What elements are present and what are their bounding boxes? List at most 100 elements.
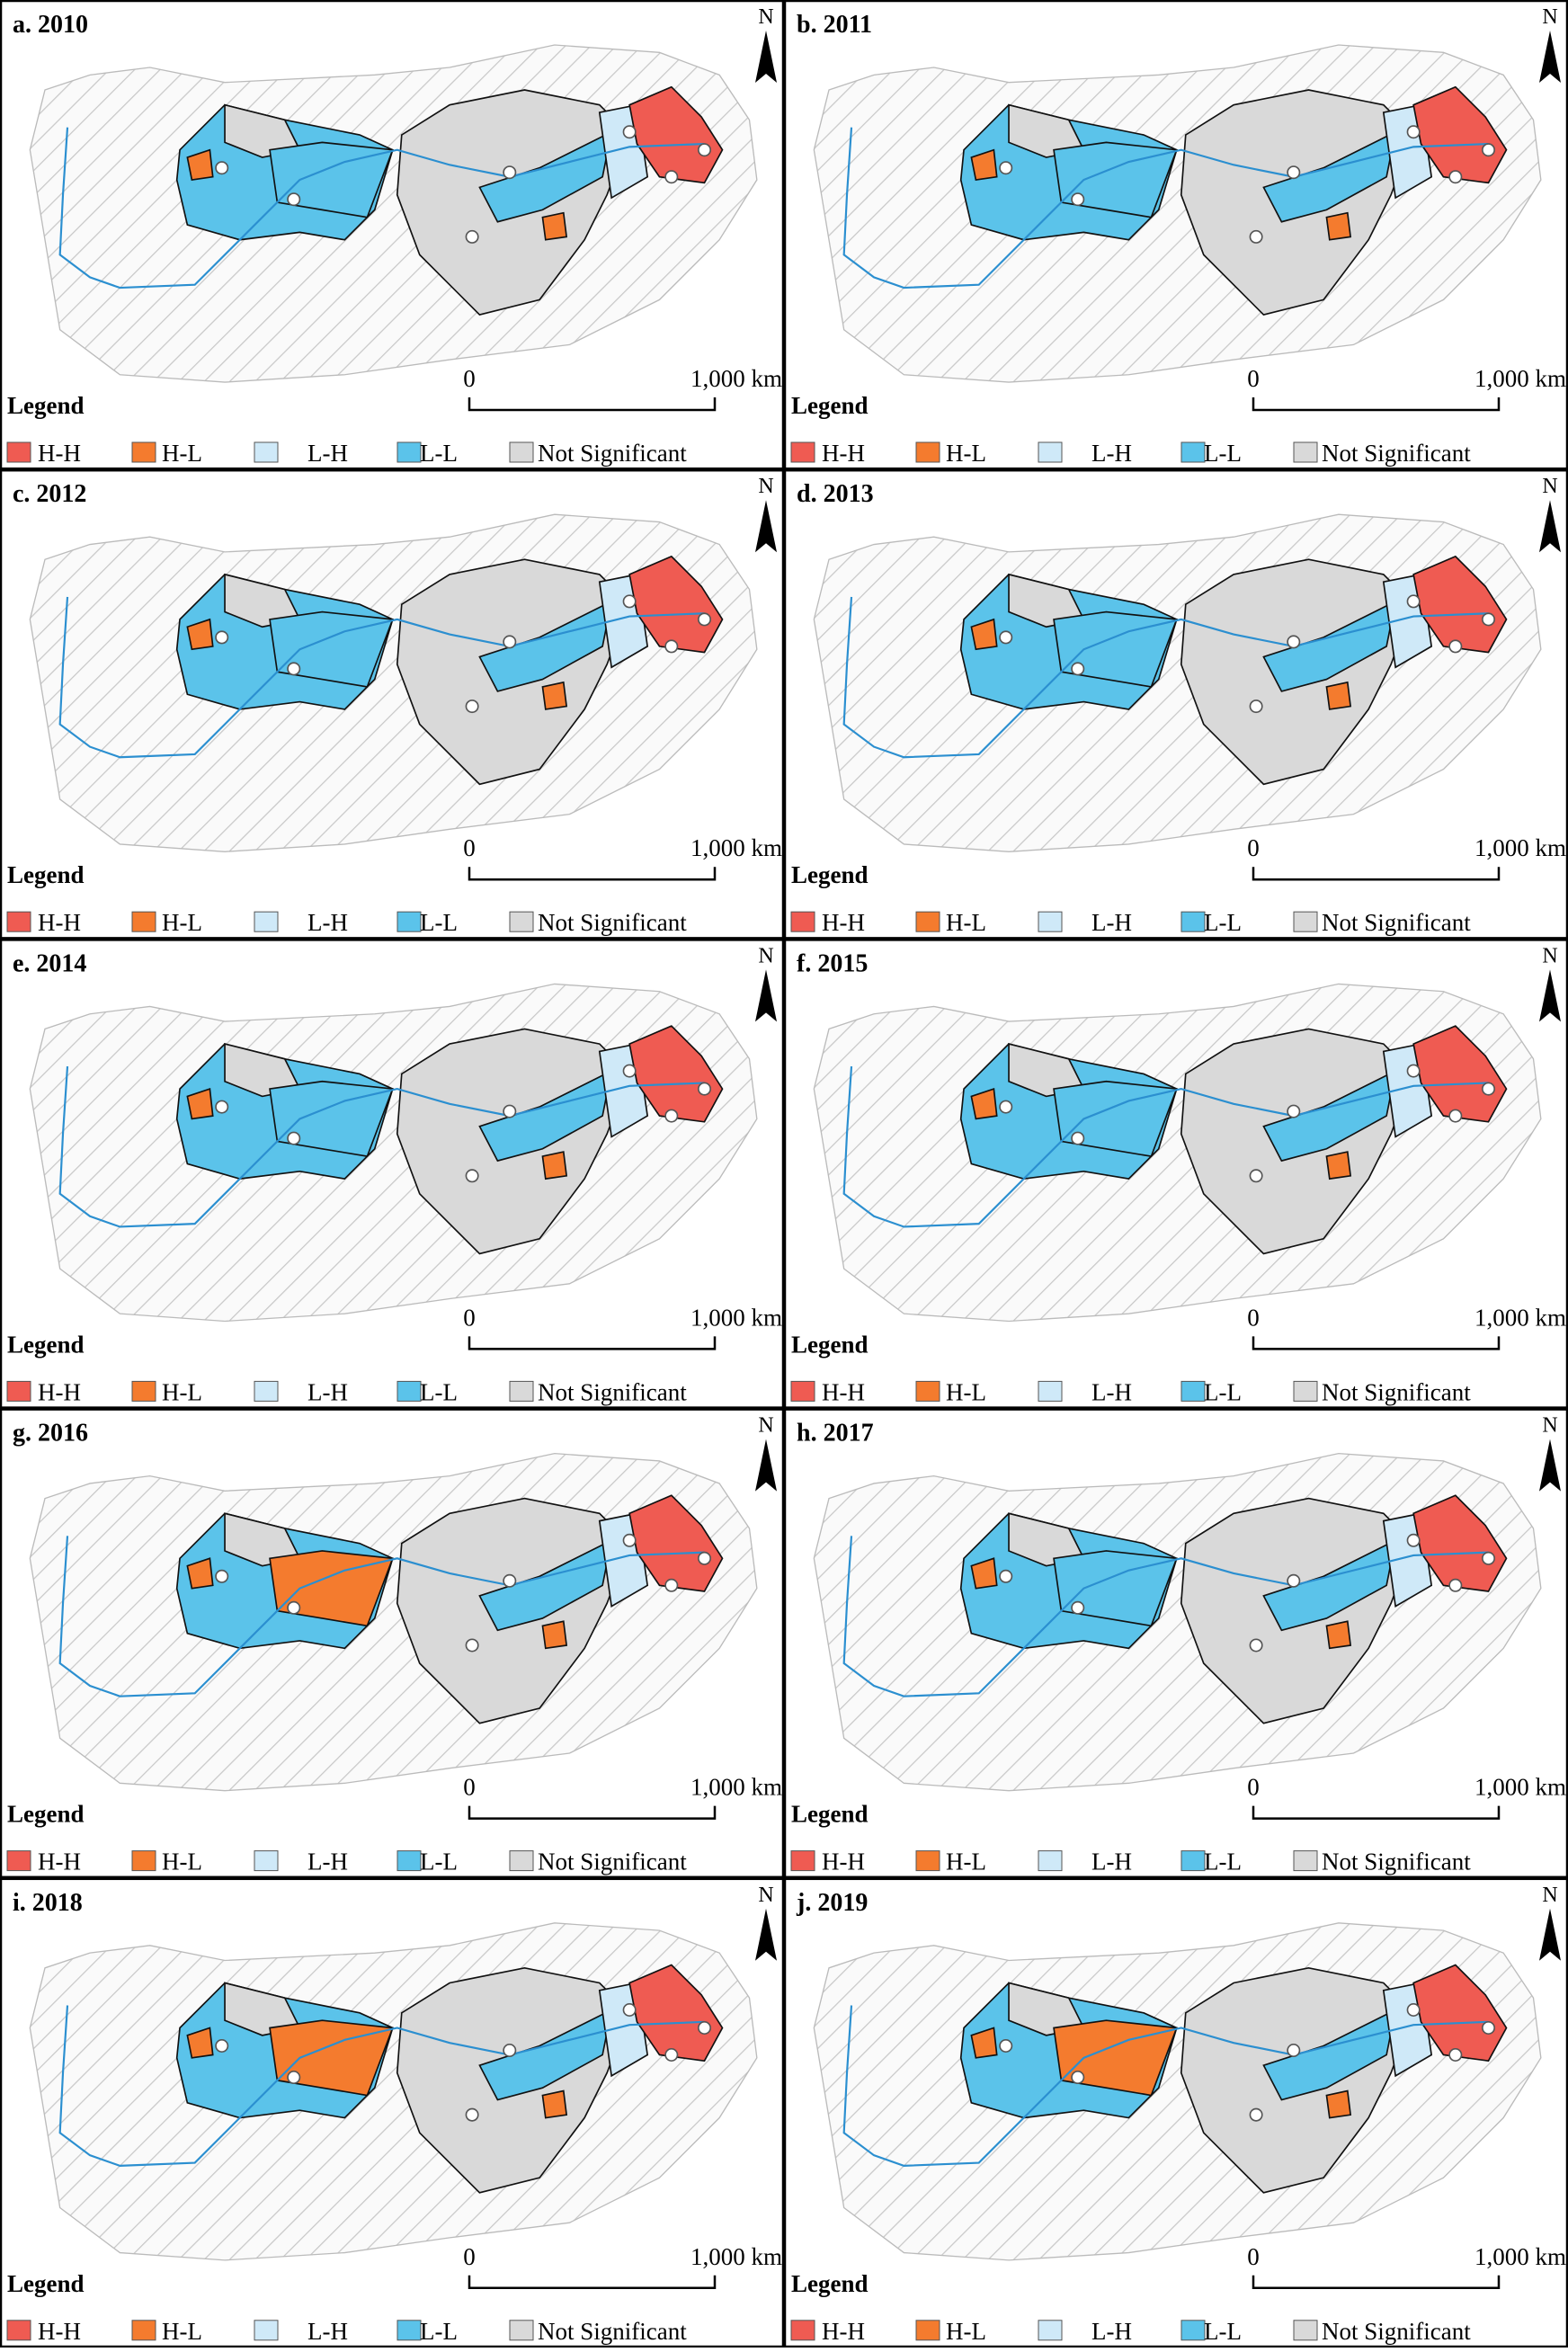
hl-city: [186, 1557, 214, 1590]
north-label: N: [758, 475, 773, 498]
north-arrow: [1539, 1439, 1561, 1492]
legend-label: H-H: [822, 440, 865, 467]
hl-city: [970, 618, 998, 651]
city: [1406, 594, 1421, 609]
north-label: N: [1542, 475, 1557, 498]
legend-swatch: [6, 441, 31, 463]
legend-label: H-H: [38, 1849, 81, 1875]
city: [215, 1100, 229, 1114]
city: [215, 2039, 229, 2054]
legend-title: Legend: [7, 2270, 85, 2297]
scale-end: 1,000 km: [1474, 834, 1566, 861]
city: [1481, 1551, 1495, 1565]
city: [465, 699, 479, 714]
river: [842, 2005, 1489, 2167]
legend-label: Not Significant: [538, 909, 687, 936]
north-arrow: [755, 969, 777, 1022]
river: [842, 1066, 1489, 1228]
city: [1448, 170, 1463, 184]
legend-swatch: [790, 911, 815, 932]
middle-lake: [1262, 1069, 1397, 1163]
middle-lake: [1262, 600, 1397, 692]
middle-lake: [478, 2008, 613, 2101]
legend-label: L-L: [420, 1849, 458, 1875]
river: [842, 1536, 1489, 1697]
city: [697, 1551, 711, 1565]
map-panel: e. 2014 N 0 1,000 km Legend H-H H-L L-H L-L Not S…: [0, 939, 785, 1409]
city: [999, 1100, 1013, 1114]
legend-label: H-H: [822, 2318, 865, 2345]
city: [664, 2048, 679, 2062]
scale-end: 1,000 km: [1474, 2243, 1566, 2270]
city: [1071, 1131, 1085, 1145]
city: [287, 192, 301, 207]
legend-swatch: [396, 1380, 422, 1402]
legend-swatch: [915, 1850, 940, 1872]
map: [29, 1922, 758, 2261]
legend-swatch: [915, 441, 940, 463]
legend-swatch: [254, 2320, 279, 2341]
city: [697, 612, 711, 627]
legend-swatch: [509, 1850, 534, 1872]
legend-swatch: [915, 2320, 940, 2341]
legend-swatch: [1180, 2320, 1206, 2341]
scale-start: 0: [463, 1304, 476, 1331]
legend-label: Not Significant: [1322, 1378, 1471, 1405]
legend-swatch: [396, 441, 422, 463]
legend-swatch: [131, 911, 156, 932]
middle-lake: [478, 1069, 613, 1163]
legend-label: H-L: [946, 909, 986, 936]
city: [1481, 1082, 1495, 1096]
city: [999, 630, 1013, 645]
north-arrow: [1539, 31, 1561, 83]
city: [664, 170, 679, 184]
north-label: N: [1542, 1414, 1557, 1438]
legend-label: L-L: [1204, 2318, 1242, 2345]
city: [1406, 2002, 1421, 2017]
panel-title: b. 2011: [797, 11, 872, 39]
city: [1287, 635, 1301, 649]
hl-city: [970, 1087, 998, 1120]
city: [622, 2002, 637, 2017]
lower-hh: [628, 1494, 724, 1592]
legend-swatch: [1293, 1850, 1318, 1872]
legend-label: L-L: [1204, 1378, 1242, 1405]
legend-label: L-H: [307, 2318, 348, 2345]
panel-title: d. 2013: [797, 480, 874, 508]
hl-city: [186, 1087, 214, 1120]
lower-hh: [1412, 1964, 1508, 2062]
river: [58, 1066, 705, 1228]
scale-end: 1,000 km: [1474, 365, 1566, 392]
legend-label: H-L: [946, 2318, 986, 2345]
legend-swatch: [131, 1380, 156, 1402]
middle-hl: [541, 1151, 568, 1180]
legend-title: Legend: [7, 392, 85, 419]
city: [287, 662, 301, 676]
lower-hh: [628, 1025, 724, 1123]
city: [465, 2107, 479, 2122]
legend-swatch: [790, 1380, 815, 1402]
map: [813, 1922, 1542, 2261]
scale-bar: [468, 867, 717, 881]
hl-city: [970, 2027, 998, 2059]
middle-lake: [1262, 130, 1397, 223]
legend-label: Not Significant: [538, 1849, 687, 1875]
scale-bar: [1252, 867, 1501, 881]
legend-label: L-H: [307, 1849, 348, 1875]
legend-title: Legend: [791, 861, 869, 888]
map: [29, 513, 758, 852]
north-label: N: [758, 1884, 773, 1907]
map-panel: h. 2017 N 0 1,000 km Legend H-H H-L L-H L-L Not S…: [783, 1408, 1568, 1879]
legend-label: L-L: [420, 909, 458, 936]
city: [1481, 2020, 1495, 2036]
legend-label: L-H: [1091, 1378, 1132, 1405]
scale-start: 0: [1247, 1304, 1260, 1331]
city: [999, 161, 1013, 175]
lower-hh: [1412, 555, 1508, 654]
legend-label: H-L: [162, 1378, 202, 1405]
legend-title: Legend: [7, 861, 85, 888]
river: [842, 596, 1489, 759]
scale-bar: [1252, 397, 1501, 412]
legend-swatch: [915, 1380, 940, 1402]
north-label: N: [1542, 1884, 1557, 1907]
